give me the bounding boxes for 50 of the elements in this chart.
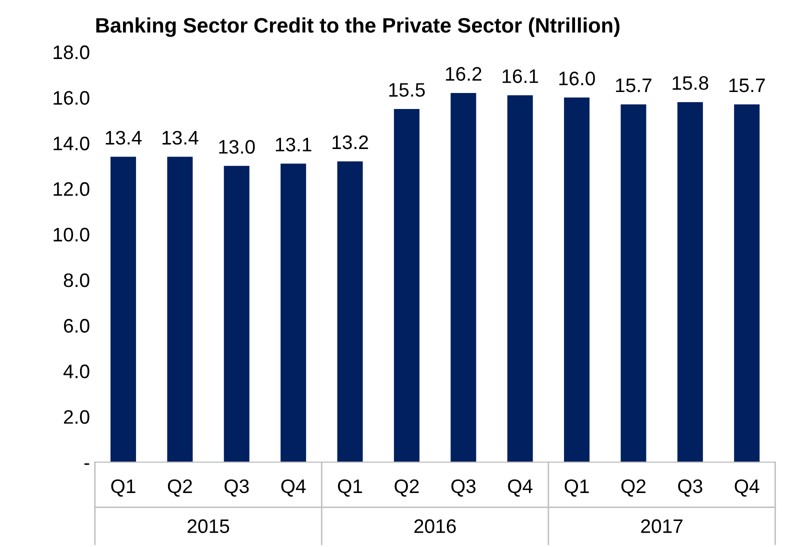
- text: 2017: [641, 519, 682, 534]
- bar: [620, 104, 646, 462]
- chart-title: Banking Sector Credit to the Private Sector (Ntrillion): [96, 17, 620, 37]
- data-label: 15.5: [389, 83, 425, 97]
- bar: [167, 156, 193, 462]
- data-label: 16.0: [559, 72, 595, 86]
- x-tick-label: Q2: [621, 479, 646, 497]
- bar: [394, 108, 420, 462]
- text: 2015: [188, 519, 230, 534]
- data-label: 15.7: [729, 78, 765, 92]
- data-label: 16.2: [446, 67, 482, 81]
- x-tick-label: Q2: [394, 479, 419, 497]
- data-label: 15.8: [672, 76, 708, 90]
- bar: [507, 95, 533, 462]
- data-label: 13.1: [276, 138, 312, 152]
- y-tick-label: 2.0: [64, 410, 90, 424]
- y-tick-label: 4.0: [63, 364, 90, 378]
- data-label: 13.4: [162, 130, 198, 145]
- bar: [450, 92, 476, 462]
- bar: [224, 166, 250, 462]
- x-tick-label: Q3: [678, 479, 702, 497]
- x-tick-label: Q3: [451, 479, 476, 497]
- y-tick-label: 10.0: [54, 228, 90, 242]
- y-tick-label: 8.0: [64, 273, 90, 288]
- bar: [337, 161, 363, 462]
- x-tick-label: Q1: [564, 479, 589, 497]
- x-tick-label: Q1: [111, 479, 136, 497]
- bar: [110, 156, 136, 462]
- data-label: 15.7: [616, 78, 652, 92]
- y-tick-label: 12.0: [54, 182, 90, 196]
- y-tick-label: -: [84, 463, 90, 465]
- y-tick-label: 6.0: [64, 318, 90, 333]
- bar: [280, 164, 306, 462]
- x-tick-label: Q3: [224, 479, 249, 497]
- x-tick-label: Q2: [168, 479, 192, 497]
- y-tick-label: 16.0: [54, 91, 90, 105]
- data-label: 13.2: [332, 135, 368, 150]
- x-tick-label: Q1: [338, 479, 362, 497]
- x-tick-label: Q4: [508, 479, 532, 497]
- bar: [734, 104, 760, 462]
- y-tick-label: 18.0: [54, 45, 90, 60]
- bar: [677, 102, 703, 462]
- text: 2016: [414, 519, 456, 534]
- data-label: 13.0: [219, 140, 255, 154]
- x-tick-label: Q4: [281, 479, 306, 497]
- bar: [564, 98, 590, 462]
- y-tick-label: 14.0: [54, 136, 90, 150]
- data-label: 16.1: [502, 69, 538, 84]
- x-tick-label: Q4: [734, 479, 760, 497]
- data-label: 13.4: [106, 130, 142, 145]
